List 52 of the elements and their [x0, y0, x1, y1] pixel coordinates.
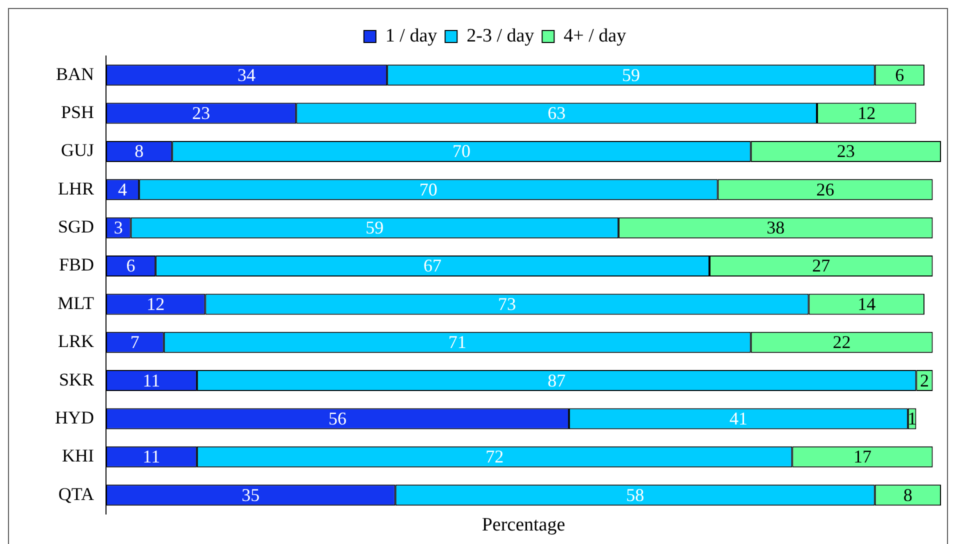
- data-label: 73: [498, 294, 516, 314]
- data-label: 4: [118, 179, 128, 200]
- data-label: 6: [895, 64, 904, 85]
- data-label: 1: [908, 408, 917, 428]
- data-label: 6: [126, 256, 136, 276]
- y-tick-label: HYD: [54, 407, 94, 428]
- data-label: 70: [452, 141, 470, 162]
- data-label: 59: [366, 218, 384, 238]
- data-label: 35: [242, 484, 260, 505]
- data-label: 12: [146, 294, 165, 314]
- data-label: 23: [192, 103, 210, 124]
- data-label: 27: [812, 256, 830, 276]
- data-label: 11: [142, 446, 160, 467]
- y-tick-label: QTA: [58, 484, 94, 504]
- data-label: 3: [114, 218, 123, 238]
- y-tick-label: SKR: [58, 369, 94, 390]
- data-label: 63: [548, 103, 566, 124]
- data-label: 23: [836, 141, 855, 162]
- legend-label: 4+ / day: [564, 25, 627, 46]
- y-tick-label: MLT: [58, 292, 94, 313]
- y-tick-label: BAN: [56, 64, 94, 84]
- legend-label: 2-3 / day: [466, 25, 535, 46]
- y-tick-label: KHI: [62, 446, 94, 466]
- data-label: 7: [130, 332, 140, 352]
- data-label: 14: [858, 294, 876, 314]
- data-label: 38: [766, 218, 785, 238]
- y-tick-label: SGD: [58, 216, 94, 237]
- data-label: 58: [626, 484, 644, 505]
- legend-label: 1 / day: [385, 25, 438, 46]
- data-label: 87: [548, 370, 566, 390]
- data-label: 26: [816, 179, 834, 200]
- x-axis-title: Percentage: [482, 514, 566, 536]
- y-tick-label: PSH: [60, 102, 94, 122]
- y-tick-label: LHR: [58, 178, 94, 198]
- data-label: 8: [134, 141, 144, 162]
- data-label: 59: [622, 64, 640, 85]
- data-label: 2: [920, 370, 929, 390]
- data-label: 71: [448, 332, 466, 352]
- data-label: 72: [486, 446, 504, 467]
- y-tick-label: GUJ: [60, 140, 94, 160]
- data-label: 12: [858, 103, 876, 124]
- data-label: 70: [419, 179, 438, 200]
- y-tick-label: LRK: [58, 331, 94, 352]
- y-tick-label: FBD: [58, 254, 94, 275]
- data-label: 41: [729, 408, 748, 428]
- data-label: 17: [853, 446, 872, 467]
- data-label: 8: [903, 484, 912, 505]
- data-label: 67: [424, 256, 442, 276]
- data-label: 34: [238, 64, 256, 85]
- data-label: 56: [328, 408, 346, 428]
- data-label: 22: [832, 332, 851, 352]
- data-label: 11: [142, 370, 160, 390]
